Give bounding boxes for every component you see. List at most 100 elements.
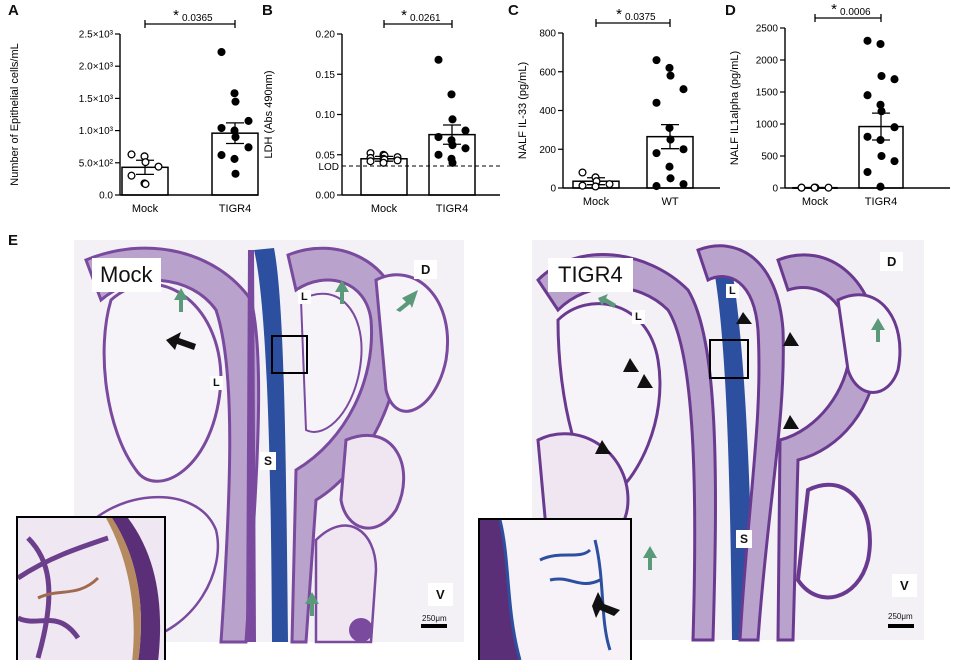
chart-a-point xyxy=(127,171,136,180)
chart-c-ytick-label: 200 xyxy=(539,145,556,156)
chart-c-point xyxy=(679,180,688,189)
chart-b-point xyxy=(366,157,375,166)
chart-a-sig-star: * xyxy=(173,7,179,24)
chart-ldh: 0.00 0.05 0.10 0.15 0.20 LDH (Abs 490nm) LOD Mo… xyxy=(263,7,500,215)
chart-d-point xyxy=(824,183,833,192)
chart-b-ytick-label: 0.00 xyxy=(316,191,336,202)
chart-c-point xyxy=(652,56,661,65)
chart-d-sig-p: 0.0006 xyxy=(840,7,871,18)
mock-inset xyxy=(16,516,166,660)
panel-letter-e: E xyxy=(8,232,19,249)
chart-b-point xyxy=(379,158,388,167)
chart-d-point xyxy=(876,39,885,49)
chart-a-point xyxy=(231,97,240,106)
chart-d-ytick-label: 2500 xyxy=(756,24,779,35)
chart-c-point xyxy=(665,63,674,72)
chart-b-ytick-label: 0.05 xyxy=(316,150,336,161)
mock-label-s: S xyxy=(260,452,277,470)
chart-d-point xyxy=(863,36,872,45)
tigr4-label-s: S xyxy=(736,530,753,548)
chart-a-sig-p: 0.0365 xyxy=(182,13,213,24)
chart-c-point xyxy=(652,98,661,107)
chart-b-xtick-label: Mock xyxy=(371,203,398,215)
chart-d-ytick-label: 2000 xyxy=(756,56,779,67)
chart-a-point xyxy=(230,126,239,135)
micrograph-tigr4: TIGR4 D L L S V 250μm xyxy=(478,240,924,660)
chart-d-point xyxy=(877,71,886,81)
chart-a-point xyxy=(141,158,150,167)
chart-b-point xyxy=(448,141,457,150)
chart-a-point xyxy=(154,162,163,171)
chart-d-ytick-label: 500 xyxy=(761,152,778,163)
chart-b-ytick-label: 0.10 xyxy=(316,110,336,121)
chart-d-point xyxy=(797,183,806,192)
chart-c-point xyxy=(652,149,661,158)
mock-label-d: D xyxy=(414,260,438,279)
chart-c-point xyxy=(652,182,661,191)
chart-a-point xyxy=(217,123,226,133)
chart-c-point xyxy=(666,174,675,183)
chart-d-point xyxy=(890,157,899,166)
chart-c-point xyxy=(578,181,587,190)
chart-a-point xyxy=(231,132,240,142)
panel-letter-b: B xyxy=(262,2,273,19)
tigr4-label-v: V xyxy=(892,574,917,597)
chart-c-point xyxy=(665,162,674,171)
chart-il33: 0 200 400 600 800 NALF IL-33 (pg/mL) Mock WT * 0.… xyxy=(517,6,720,208)
chart-a-point xyxy=(230,89,239,98)
chart-c-sig-star: * xyxy=(616,6,622,23)
chart-d-sig-star: * xyxy=(831,1,837,18)
chart-d-point xyxy=(876,135,885,145)
micrograph-mock: Mock D L L S V 250μm xyxy=(16,240,464,660)
chart-b-ytick-label: 0.20 xyxy=(316,30,336,41)
chart-b-xtick-label: TIGR4 xyxy=(436,203,468,215)
chart-d-xtick-label: Mock xyxy=(802,196,829,208)
chart-d-point xyxy=(877,107,886,116)
chart-a-xtick-label: TIGR4 xyxy=(219,203,251,215)
chart-a-point xyxy=(244,143,253,152)
panel-letter-c: C xyxy=(508,2,519,19)
chart-a-point xyxy=(230,154,239,163)
mock-label-l1: L xyxy=(298,290,311,304)
chart-b-point xyxy=(393,156,402,165)
chart-c-ytick-label: 400 xyxy=(539,106,556,117)
chart-a-ytick-label: 5.0×10² xyxy=(79,158,114,169)
chart-c-ytick-label: 0 xyxy=(550,184,556,195)
chart-b-point xyxy=(434,55,443,64)
chart-a-ylabel: Number of Epithelial cells/mL xyxy=(9,43,21,185)
chart-c-point xyxy=(679,85,688,94)
chart-a-xtick-label: Mock xyxy=(132,203,159,215)
chart-il1alpha: 0 500 1000 1500 2000 2500 NALF IL1alpha (pg/mL… xyxy=(729,1,950,208)
chart-c-xtick-label: Mock xyxy=(583,196,610,208)
chart-b-point xyxy=(434,150,443,159)
tigr4-label-d: D xyxy=(880,252,904,271)
chart-d-point xyxy=(863,91,872,100)
chart-b-point xyxy=(461,126,470,135)
chart-a-ytick-label: 1.5×10³ xyxy=(79,94,114,105)
chart-b-point xyxy=(448,158,457,167)
chart-d-point xyxy=(890,123,899,132)
chart-c-ylabel: NALF IL-33 (pg/mL) xyxy=(517,62,529,159)
chart-a-point xyxy=(231,169,240,178)
mock-scale-label: 250μm xyxy=(422,614,447,623)
mock-label-l2: L xyxy=(210,376,223,390)
chart-a-point xyxy=(217,47,226,57)
chart-c-ytick-label: 800 xyxy=(539,29,556,40)
chart-a-point xyxy=(217,151,226,160)
chart-d-point xyxy=(877,151,886,161)
chart-d-point xyxy=(890,75,899,84)
chart-a-ytick-label: 2.5×10³ xyxy=(79,30,114,41)
chart-b-sig-star: * xyxy=(401,7,407,24)
chart-epithelial-cells: 0.0 5.0×10² 1.0×10³ 1.5×10³ 2.0×10³ 2.5×10³ Nu… xyxy=(9,7,259,215)
chart-d-ylabel: NALF IL1alpha (pg/mL) xyxy=(729,51,741,165)
tigr4-title: TIGR4 xyxy=(548,258,633,292)
chart-c-point xyxy=(666,71,675,80)
chart-c-point xyxy=(605,180,614,189)
chart-a-ytick-label: 0.0 xyxy=(99,191,113,202)
chart-d-point xyxy=(810,183,819,192)
chart-c-ytick-label: 600 xyxy=(539,67,556,78)
chart-c-xtick-label: WT xyxy=(661,196,678,208)
chart-d-ytick-label: 1500 xyxy=(756,88,779,99)
micrograph-mock-art xyxy=(74,240,464,644)
chart-a-point xyxy=(244,116,253,125)
